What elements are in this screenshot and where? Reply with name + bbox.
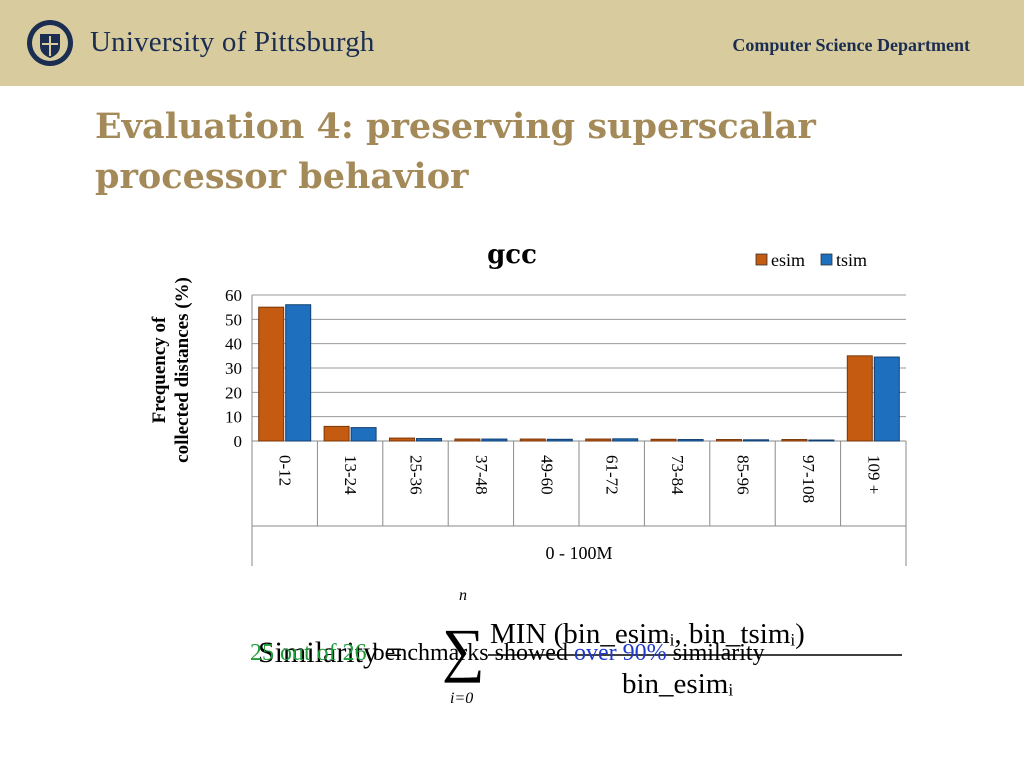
department-name: Computer Science Department bbox=[732, 35, 970, 55]
bar-tsim-97108 bbox=[808, 439, 835, 442]
y-tick-label: 20 bbox=[225, 383, 242, 402]
x-tick-label: 61-72 bbox=[603, 455, 622, 495]
note-end: similarity bbox=[666, 640, 765, 666]
y-tick-label: 60 bbox=[225, 286, 242, 305]
formula-lhs: Similarity = bbox=[258, 636, 402, 669]
y-tick-label: 10 bbox=[225, 408, 242, 427]
bar-tsim-012 bbox=[285, 304, 312, 442]
similarity-formula: Similarity = n ∑ i=0 MIN (bin_esimᵢ, bin… bbox=[258, 587, 902, 707]
y-tick-label: 30 bbox=[225, 359, 242, 378]
legend-label-esim: esim bbox=[771, 250, 805, 270]
bar-esim-7384 bbox=[650, 438, 677, 442]
bar-esim-8596 bbox=[716, 439, 742, 442]
y-tick-label: 50 bbox=[225, 310, 242, 329]
similarity-threshold: over 90% bbox=[573, 640, 667, 666]
x-tick-label: 109 + bbox=[864, 455, 883, 494]
x-tick-label: 97-108 bbox=[799, 455, 818, 503]
fraction-numerator: MIN (bin_esimᵢ, bin_tsimᵢ) bbox=[490, 618, 805, 650]
x-tick-label: 49-60 bbox=[537, 455, 556, 495]
x-axis-group-label: 0 - 100M bbox=[546, 543, 613, 563]
legend-label-tsim: tsim bbox=[836, 250, 867, 270]
bar-tsim-2536 bbox=[416, 438, 442, 442]
result-note: 25 out of 26 benchmarks showed over 90% … bbox=[250, 640, 765, 667]
legend-swatch-esim bbox=[755, 253, 768, 266]
bar-tsim-8596 bbox=[743, 439, 769, 442]
bar-tsim-6172 bbox=[612, 438, 639, 442]
bar-chart: gcc Frequency of collected distances (%) 0 1… bbox=[149, 240, 907, 566]
bar-esim-6172 bbox=[585, 438, 612, 442]
bar-tsim-4960 bbox=[546, 438, 573, 442]
bar-esim-3748 bbox=[454, 438, 481, 442]
bar-tsim-1324 bbox=[350, 427, 377, 442]
slide-title: Evaluation 4: preserving superscalar pro… bbox=[95, 106, 816, 197]
fraction-denominator: bin_esimᵢ bbox=[622, 668, 733, 700]
legend-swatch-tsim bbox=[820, 253, 833, 266]
bar-tsim-3748 bbox=[481, 438, 508, 442]
university-name: University of Pittsburgh bbox=[90, 26, 375, 58]
chart-title: gcc bbox=[487, 240, 537, 270]
university-seal-icon bbox=[27, 20, 73, 66]
sum-lower-limit: i=0 bbox=[450, 690, 473, 707]
bar-esim-012 bbox=[258, 306, 285, 442]
benchmark-count: 25 out of 26 bbox=[250, 640, 367, 666]
x-tick-label: 37-48 bbox=[472, 455, 491, 495]
bar-esim-4960 bbox=[519, 438, 546, 442]
bar-tsim-109 bbox=[873, 356, 900, 442]
x-tick-label: 73-84 bbox=[668, 455, 687, 495]
y-tick-label: 0 bbox=[234, 432, 243, 451]
bar-esim-97108 bbox=[781, 439, 808, 442]
bar-esim-2536 bbox=[389, 437, 415, 442]
x-tick-label: 25-36 bbox=[407, 455, 426, 495]
bar-esim-1324 bbox=[323, 425, 350, 442]
x-tick-label: 85-96 bbox=[734, 455, 753, 495]
y-axis-label-line2: collected distances (%) bbox=[172, 277, 193, 463]
bar-esim-109 bbox=[846, 355, 873, 442]
note-middle: benchmarks showed bbox=[366, 640, 574, 666]
y-axis-label-line1: Frequency of bbox=[149, 316, 170, 423]
x-tick-label: 0-12 bbox=[276, 455, 295, 486]
y-tick-label: 40 bbox=[225, 335, 242, 354]
bar-tsim-7384 bbox=[677, 439, 704, 442]
header-band: University of Pittsburgh Computer Scienc… bbox=[0, 0, 1024, 86]
x-tick-label: 13-24 bbox=[341, 455, 360, 495]
sigma-symbol: ∑ bbox=[442, 617, 485, 683]
sum-upper-limit: n bbox=[459, 587, 467, 604]
